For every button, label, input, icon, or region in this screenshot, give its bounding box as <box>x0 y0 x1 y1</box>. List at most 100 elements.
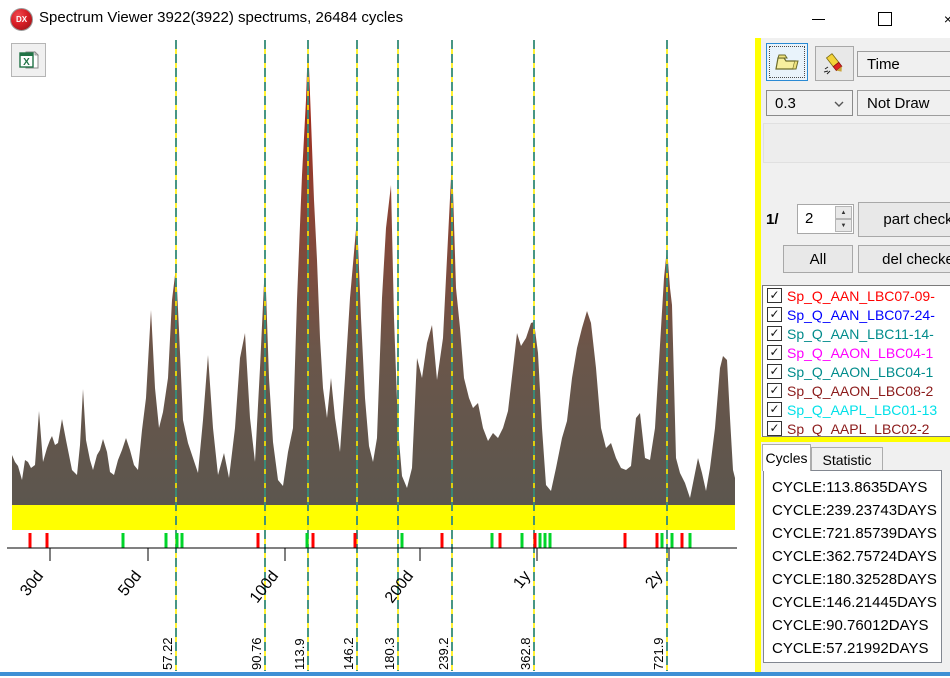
cycle-list-item[interactable]: CYCLE:113.8635DAYS <box>772 479 928 496</box>
cycle-list-item[interactable]: CYCLE:239.23743DAYS <box>772 502 937 519</box>
cycle-list-item[interactable]: CYCLE:146.21445DAYS <box>772 594 937 611</box>
red-marker <box>533 533 537 548</box>
axis-tick-label: 200d <box>382 568 417 607</box>
red-marker <box>256 533 260 548</box>
green-marker <box>538 533 542 548</box>
not-draw-label: Not Draw <box>867 94 930 112</box>
green-marker <box>164 533 168 548</box>
tab-statistic-label: Statistic <box>822 451 872 468</box>
minimize-icon <box>811 18 825 20</box>
series-row[interactable]: ✓ Sp_Q_AAON_LBC08-2 <box>763 381 950 400</box>
spinner-up-button[interactable]: ▲ <box>835 206 852 219</box>
axis-tick-label: 50d <box>115 568 145 600</box>
part-check-button[interactable]: part check <box>858 202 950 237</box>
cycle-list-item[interactable]: CYCLE:90.76012DAYS <box>772 617 929 634</box>
green-marker <box>175 533 179 548</box>
title-bar: DX Spectrum Viewer 3922(3922) spectrums,… <box>0 0 950 38</box>
cycle-list-item[interactable]: CYCLE:180.32528DAYS <box>772 571 937 588</box>
green-marker <box>400 533 404 548</box>
minimize-button[interactable] <box>795 0 841 38</box>
series-checkbox[interactable]: ✓ <box>767 364 782 379</box>
cycle-list-item[interactable]: CYCLE:57.21992DAYS <box>772 640 929 657</box>
all-button[interactable]: All <box>783 245 853 273</box>
green-marker <box>670 533 674 548</box>
series-label: Sp_Q_AAN_LBC07-09- <box>787 287 935 304</box>
maximize-icon <box>878 12 892 26</box>
all-label: All <box>809 250 827 268</box>
series-checkbox[interactable]: ✓ <box>767 421 782 436</box>
series-row[interactable]: ✓ Sp_Q_AAN_LBC11-14- <box>763 324 950 343</box>
axis-tick-label: 100d <box>247 568 282 607</box>
open-folder-icon <box>775 54 799 70</box>
red-marker <box>680 533 684 548</box>
series-checkbox[interactable]: ✓ <box>767 307 782 322</box>
series-checkbox-list[interactable]: ✓ Sp_Q_AAN_LBC07-09- ✓ Sp_Q_AAN_LBC07-24- ✓ S… <box>762 285 950 437</box>
cycle-list-item[interactable]: CYCLE:362.75724DAYS <box>772 548 937 565</box>
open-folder-button[interactable] <box>766 43 808 81</box>
spinner-down-button[interactable]: ▼ <box>835 219 852 232</box>
cycle-list-item[interactable]: CYCLE:721.85739DAYS <box>772 525 937 542</box>
del-checked-button[interactable]: del checke <box>858 245 950 273</box>
not-draw-field[interactable]: Not Draw <box>857 90 950 116</box>
series-checkbox[interactable]: ✓ <box>767 345 782 360</box>
threshold-value: 0.3 <box>775 94 796 112</box>
spectrum-area <box>12 42 735 505</box>
panel-separator <box>755 38 761 672</box>
page-prefix-label: 1/ <box>766 211 779 228</box>
green-marker <box>180 533 184 548</box>
svg-text:X: X <box>23 57 30 68</box>
page-spinner[interactable]: 2 ▲ ▼ <box>797 204 854 234</box>
tab-statistic[interactable]: Statistic <box>811 447 883 471</box>
tab-cycles[interactable]: Cycles <box>762 444 811 471</box>
series-row[interactable]: ✓ Sp_Q_AAON_LBC04-1 <box>763 343 950 362</box>
red-marker <box>311 533 315 548</box>
series-row[interactable]: ✓ Sp_Q_AAPL_LBC01-13 <box>763 400 950 419</box>
series-label: Sp_Q_AAPL_LBC01-13 <box>787 401 938 418</box>
series-checkbox[interactable]: ✓ <box>767 383 782 398</box>
green-marker <box>520 533 524 548</box>
maximize-button[interactable] <box>862 0 908 38</box>
spectrum-chart[interactable]: 30d 50d 100d 200d 1y 2y 57.22 90.76 113.9 146.2 18… <box>0 0 755 678</box>
empty-panel-box <box>763 123 950 163</box>
series-checkbox[interactable]: ✓ <box>767 402 782 417</box>
part-check-label: part check <box>883 211 950 228</box>
excel-export-icon: X <box>18 51 39 69</box>
cycle-value-label: 180.3 <box>382 637 397 670</box>
series-checkbox[interactable]: ✓ <box>767 288 782 303</box>
green-marker <box>121 533 125 548</box>
green-marker <box>490 533 494 548</box>
time-field[interactable]: Time <box>857 51 950 77</box>
app-icon: DX <box>10 8 33 31</box>
threshold-combobox[interactable]: 0.3 <box>766 90 853 116</box>
series-label: Sp_Q_AAON_LBC08-2 <box>787 382 934 399</box>
cycles-list[interactable]: CYCLE:113.8635DAYS CYCLE:239.23743DAYS CYC… <box>763 470 942 663</box>
green-marker <box>548 533 552 548</box>
series-label: Sp_Q_AAPL_LBC02-2 <box>787 420 930 437</box>
tab-cycles-label: Cycles <box>765 450 808 466</box>
erase-button[interactable] <box>815 46 854 81</box>
green-marker <box>660 533 664 548</box>
axis-tick-label: 30d <box>17 568 47 600</box>
green-marker <box>305 533 309 548</box>
close-icon: × <box>943 11 950 27</box>
series-row[interactable]: ✓ Sp_Q_AAPL_LBC02-2 <box>763 419 950 437</box>
tabs-separator <box>755 437 950 442</box>
axis-tick-label: 2y <box>642 568 666 592</box>
red-marker <box>623 533 627 548</box>
export-excel-button[interactable]: X <box>11 43 46 77</box>
series-row[interactable]: ✓ Sp_Q_AAN_LBC07-24- <box>763 305 950 324</box>
window-title: Spectrum Viewer 3922(3922) spectrums, 26… <box>39 9 404 26</box>
red-marker <box>655 533 659 548</box>
series-checkbox[interactable]: ✓ <box>767 326 782 341</box>
close-button[interactable]: × <box>938 0 950 38</box>
series-row[interactable]: ✓ Sp_Q_AAON_LBC04-1 <box>763 362 950 381</box>
red-marker <box>45 533 49 548</box>
series-label: Sp_Q_AAN_LBC07-24- <box>787 306 935 323</box>
chevron-down-icon <box>834 101 844 107</box>
page-spinner-value: 2 <box>805 210 814 227</box>
cycle-value-label: 146.2 <box>341 637 356 670</box>
series-row[interactable]: ✓ Sp_Q_AAN_LBC07-09- <box>763 286 950 305</box>
axis-tick-label: 1y <box>510 568 534 592</box>
del-checked-label: del checke <box>882 250 950 268</box>
red-marker <box>28 533 32 548</box>
